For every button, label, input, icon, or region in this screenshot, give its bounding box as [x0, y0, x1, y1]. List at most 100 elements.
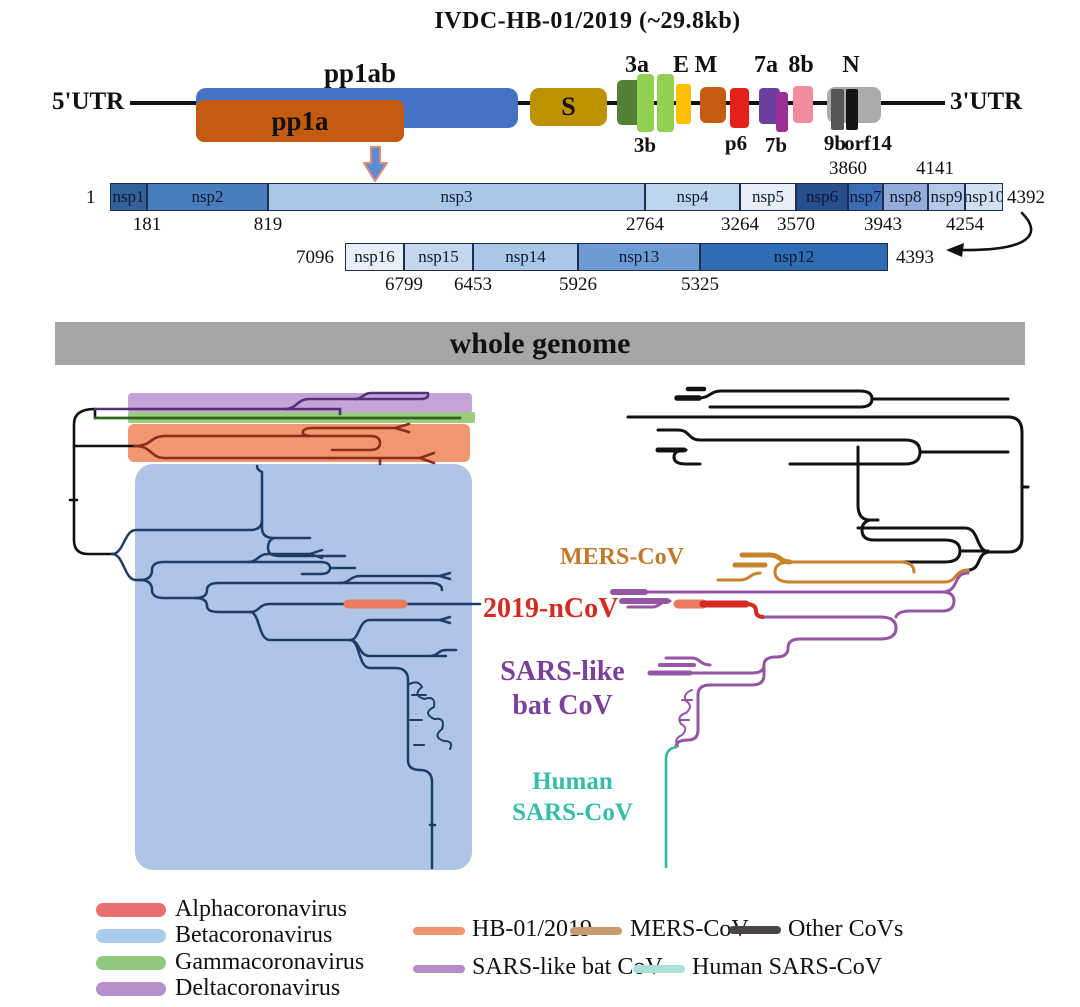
tick-6799: 6799	[385, 274, 423, 295]
nsp-row1-start: 1	[86, 187, 96, 208]
nsp6-segment: nsp6	[796, 183, 848, 211]
nsp7-segment: nsp7	[848, 183, 883, 211]
alphacoronavirus-label: Alphacoronavirus	[175, 896, 347, 922]
nsp-row2-start: 7096	[296, 247, 334, 268]
orf-s-box	[530, 88, 607, 126]
mers-cov-label: MERS-CoV	[560, 544, 684, 570]
label-7a: 7a	[754, 52, 778, 78]
orf-p6-box	[730, 88, 749, 128]
orf-9b-box	[831, 89, 844, 130]
delta-genus-box	[128, 393, 472, 414]
nsp4-segment: nsp4	[645, 183, 740, 211]
sars-like-bat-cov-legend-label: SARS-like bat CoV	[472, 954, 663, 980]
human-line2: SARS-CoV	[512, 799, 633, 826]
tick-5325: 5325	[681, 274, 719, 295]
tick-4254: 4254	[946, 214, 984, 235]
tick-3943: 3943	[864, 214, 902, 235]
figure-title: IVDC-HB-01/2019 (~29.8kb)	[434, 8, 741, 34]
nsp5-segment: nsp5	[740, 183, 796, 211]
label-e: E	[672, 52, 689, 78]
orf-3b-box-2	[657, 74, 674, 132]
down-arrow-icon	[363, 146, 388, 182]
orf-7a-box	[759, 88, 780, 124]
nsp2-segment: nsp2	[147, 183, 268, 211]
betacoronavirus-swatch	[96, 929, 166, 943]
alphacoronavirus-swatch	[96, 903, 166, 917]
mers-branches	[716, 552, 970, 584]
pp1ab-label: pp1ab	[323, 58, 397, 88]
human-sars-cov-swatch	[633, 965, 685, 973]
nsp1-segment: nsp1	[110, 183, 147, 211]
sars-like-bat-cov-swatch	[413, 965, 465, 973]
nsp16-segment: nsp16	[345, 243, 404, 271]
label-n: N	[842, 52, 860, 78]
label-8b: 8b	[788, 52, 814, 78]
delta-branches	[93, 391, 430, 416]
label-7b: 7b	[764, 133, 788, 157]
orf-7b-box	[776, 92, 788, 132]
other-covs-label: Other CoVs	[788, 916, 904, 942]
sars-like-line1: SARS-like	[500, 656, 625, 687]
mers-cov-swatch	[570, 927, 622, 935]
human-sars-cov-label: Human SARS-CoV	[500, 766, 645, 828]
utr5-label: 5'UTR	[52, 88, 125, 115]
label-3a: 3a	[625, 52, 649, 78]
label-9b: 9b	[823, 131, 847, 155]
human-sars-cov-legend-label: Human SARS-CoV	[692, 954, 883, 980]
tick-4141: 4141	[916, 158, 954, 179]
nsp-row1-end: 4392	[1007, 187, 1045, 208]
tick-3570: 3570	[777, 214, 815, 235]
tick-819: 819	[253, 214, 283, 235]
sars-like-branches	[610, 571, 970, 749]
root-branches	[68, 407, 137, 556]
nsp-row1-bar: nsp1 nsp2 nsp3 nsp4 nsp5 nsp6 nsp7 nsp8 …	[110, 183, 1003, 211]
human-line1: Human	[532, 768, 613, 795]
orf-8b-box	[793, 86, 813, 123]
other-covs-swatch	[729, 926, 781, 934]
tick-2764: 2764	[626, 214, 664, 235]
sars-like-line2: bat CoV	[512, 690, 613, 721]
label-3b: 3b	[633, 133, 657, 157]
nsp-row2-end: 4393	[896, 247, 934, 268]
hb-01-2019-swatch	[413, 927, 465, 935]
nsp15-segment: nsp15	[404, 243, 473, 271]
gammacoronavirus-label: Gammacoronavirus	[175, 949, 365, 975]
other-cov-branches	[626, 386, 1030, 572]
utr3-label: 3'UTR	[950, 88, 1023, 115]
alpha-branches	[133, 422, 436, 466]
orf-3b-box	[637, 74, 654, 132]
nsp10-segment: nsp10	[965, 183, 1003, 211]
tick-3860: 3860	[829, 158, 867, 179]
gammacoronavirus-swatch	[96, 956, 166, 970]
beta-genus-box	[135, 464, 472, 870]
ncov-label: 2019-nCoV	[483, 593, 619, 624]
nsp3-segment: nsp3	[268, 183, 645, 211]
whole-genome-banner: whole genome	[55, 322, 1025, 365]
deltacoronavirus-label: Deltacoronavirus	[175, 975, 341, 1001]
tick-6453: 6453	[454, 274, 492, 295]
label-orf14: orf14	[844, 131, 892, 155]
human-sars-branch	[664, 745, 678, 869]
s-label: S	[561, 92, 576, 121]
tick-5926: 5926	[559, 274, 597, 295]
nsp-row2-bar: nsp16 nsp15 nsp14 nsp13 nsp12	[345, 243, 888, 271]
orf-orf14-box	[846, 89, 858, 130]
right-phylotree	[610, 386, 1030, 869]
wrap-arrow-icon	[946, 211, 1033, 257]
nsp13-segment: nsp13	[578, 243, 700, 271]
tick-181: 181	[132, 214, 162, 235]
left-phylotree	[68, 391, 482, 870]
mers-cov-legend-label: MERS-CoV	[630, 916, 749, 942]
tick-3264: 3264	[721, 214, 759, 235]
nsp9-segment: nsp9	[928, 183, 965, 211]
ncov-branch-elbow	[745, 602, 765, 619]
nsp8-segment: nsp8	[883, 183, 928, 211]
nsp12-segment: nsp12	[700, 243, 888, 271]
banner-title: whole genome	[449, 326, 631, 360]
alpha-genus-box	[128, 424, 470, 462]
pp1a-label: pp1a	[271, 106, 329, 136]
label-p6: p6	[724, 131, 748, 155]
sars-like-bat-cov-label: SARS-like bat CoV	[480, 655, 645, 723]
orf-pp1a-box	[196, 100, 404, 142]
